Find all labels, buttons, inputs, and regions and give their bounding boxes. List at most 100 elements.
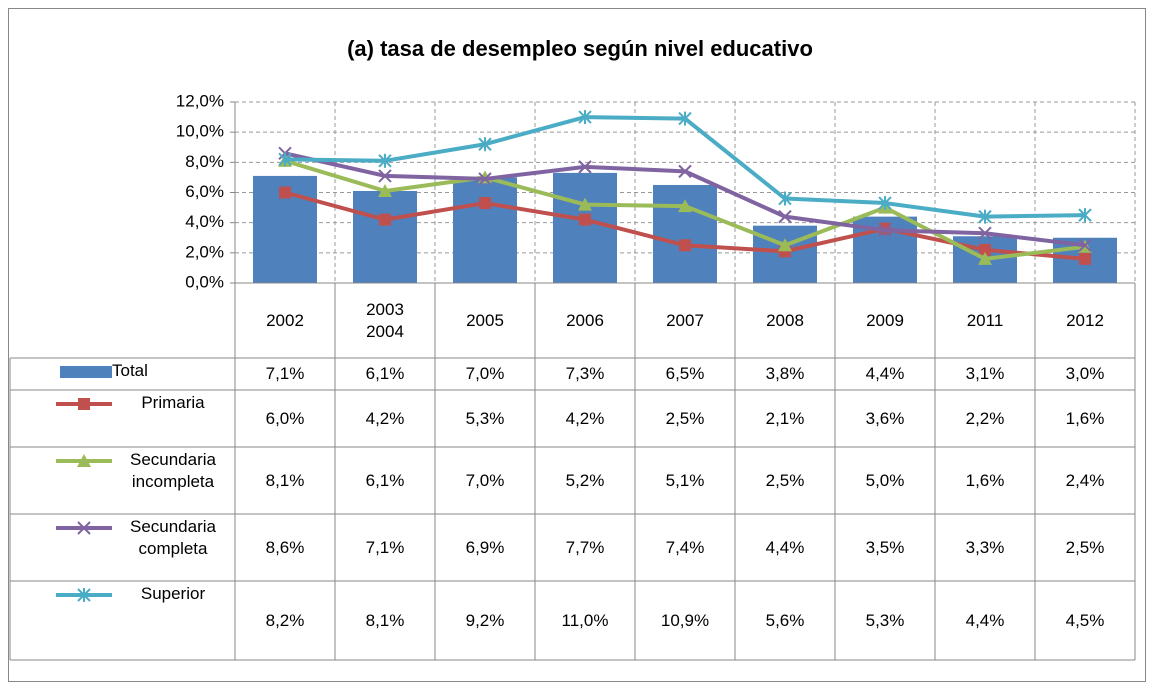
y-tick-label: 4,0% [185, 212, 224, 231]
value-label: 7,3% [565, 364, 605, 383]
y-tick-label: 2,0% [185, 242, 224, 261]
legend-marker [77, 454, 91, 467]
value-label: 2,5% [765, 470, 805, 490]
x-tick-label: 2012 [1066, 310, 1104, 330]
value-label: 3,0% [1065, 364, 1105, 383]
value-label: 6,9% [465, 537, 505, 557]
value-label: 2,2% [965, 408, 1005, 428]
x-tick-label: 2005 [466, 310, 504, 330]
marker [279, 186, 291, 199]
marker [778, 191, 792, 206]
value-label: 2,5% [1065, 537, 1105, 557]
value-label: 4,4% [965, 610, 1005, 630]
legend-label: Secundaria completa [129, 517, 216, 558]
value-label: 6,1% [365, 470, 405, 490]
x-tick-label: 2002 [266, 310, 304, 330]
marker [378, 153, 392, 168]
value-label: 10,9% [660, 610, 710, 630]
value-label: 11,0% [561, 610, 609, 630]
marker [278, 152, 292, 167]
value-label: 3,1% [965, 364, 1005, 383]
value-label: 1,6% [965, 470, 1005, 490]
chart-title: (a) tasa de desempleo según nivel educat… [347, 36, 813, 61]
x-tick-label: 2007 [666, 310, 704, 330]
value-label: 4,4% [765, 537, 805, 557]
marker [578, 197, 592, 211]
value-label: 8,6% [265, 537, 305, 557]
value-label: 4,2% [365, 408, 405, 428]
y-tick-label: 12,0% [176, 91, 224, 110]
value-label: 7,1% [265, 364, 305, 383]
value-label: 8,2% [265, 610, 305, 630]
marker [479, 197, 491, 210]
marker [978, 209, 992, 224]
marker [478, 172, 492, 186]
value-label: 7,4% [665, 537, 705, 557]
value-label: 5,2% [565, 470, 605, 490]
legend-label: Secundaria incompleta [129, 450, 216, 491]
marker [378, 169, 392, 183]
bar [353, 190, 417, 283]
value-label: 2,4% [1065, 470, 1105, 490]
value-label: 6,0% [265, 408, 305, 428]
marker [379, 213, 391, 226]
marker [578, 110, 592, 125]
marker [1078, 208, 1092, 223]
value-label: 2,1% [765, 408, 805, 428]
x-tick-label: 2006 [566, 310, 604, 330]
legend-label: Superior [140, 584, 206, 603]
legend-marker [77, 521, 91, 535]
marker [778, 238, 792, 252]
y-tick-label: 10,0% [176, 122, 224, 141]
y-tick-label: 8,0% [185, 152, 224, 171]
value-label: 7,0% [465, 364, 505, 383]
legend-marker [77, 588, 91, 602]
value-label: 3,6% [865, 408, 905, 428]
marker [478, 137, 492, 152]
marker [978, 226, 992, 240]
value-label: 6,1% [365, 364, 405, 383]
x-tick-label: 2009 [866, 310, 904, 330]
marker [778, 209, 792, 224]
marker [678, 111, 692, 126]
value-label: 7,1% [365, 537, 405, 557]
value-label: 7,7% [565, 537, 605, 557]
value-label: 5,6% [765, 610, 805, 630]
y-tick-label: 6,0% [185, 182, 224, 201]
value-label: 3,3% [965, 537, 1005, 557]
y-tick-label: 0,0% [185, 272, 224, 291]
marker [678, 164, 692, 179]
marker [878, 223, 892, 237]
value-label: 5,0% [865, 470, 905, 490]
value-label: 4,2% [565, 408, 605, 428]
value-label: 7,0% [465, 470, 505, 490]
value-label: 4,5% [1065, 610, 1105, 630]
bar [553, 172, 617, 283]
marker [978, 251, 992, 265]
marker [979, 243, 991, 256]
value-label: 6,5% [665, 364, 705, 383]
value-label: 1,6% [1065, 408, 1105, 428]
value-label: 9,2% [465, 610, 505, 630]
value-label: 4,4% [865, 364, 905, 383]
value-label: 8,1% [265, 470, 305, 490]
value-label: 5,1% [665, 470, 705, 490]
marker [1079, 252, 1091, 265]
marker [579, 213, 591, 226]
legend-label: Total [112, 361, 148, 380]
bar [453, 177, 517, 283]
x-tick-label: 2008 [766, 310, 804, 330]
legend-key [60, 366, 112, 378]
marker [378, 183, 392, 197]
marker [578, 160, 592, 174]
value-label: 5,3% [465, 408, 505, 428]
marker [679, 239, 691, 252]
legend-marker [78, 398, 90, 410]
marker [1078, 238, 1092, 252]
value-label: 8,1% [365, 610, 405, 630]
value-label: 2,5% [665, 408, 705, 428]
marker [878, 196, 892, 211]
value-label: 3,5% [865, 537, 905, 557]
